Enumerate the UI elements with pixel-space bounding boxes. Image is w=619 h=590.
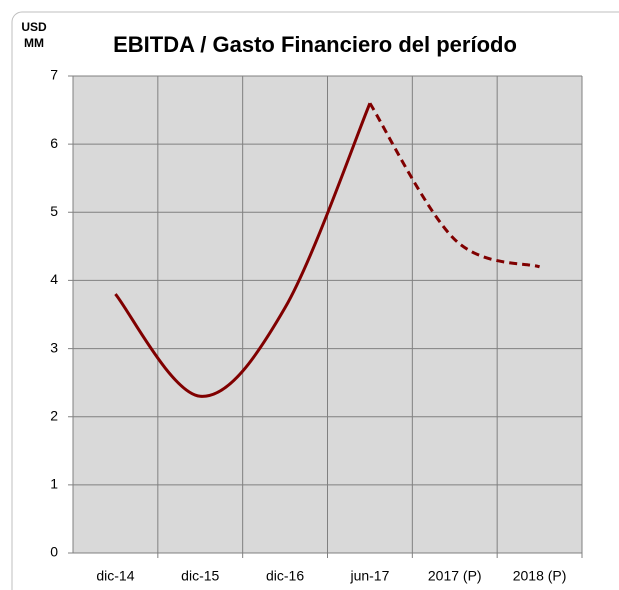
y-tick-label: 1 <box>50 476 58 492</box>
x-tick-label: 2017 (P) <box>428 568 482 584</box>
y-tick-label: 3 <box>50 339 58 355</box>
x-tick-label: dic-15 <box>181 568 219 584</box>
line <box>114 102 372 398</box>
y-tick-label: 2 <box>50 407 58 423</box>
x-tick-label: 2018 (P) <box>513 568 567 584</box>
x-tick-label: dic-16 <box>266 568 304 584</box>
line <box>368 102 541 269</box>
y-tick-label: 6 <box>50 135 58 151</box>
x-tick-label: jun-17 <box>349 568 389 584</box>
x-tick-label: dic-14 <box>96 568 134 584</box>
y-tick-label: 4 <box>50 271 58 287</box>
y-tick-label: 5 <box>50 203 58 219</box>
y-tick-label: 7 <box>50 67 58 83</box>
y-axis-label: USD MM <box>21 20 47 50</box>
y-tick-label: 0 <box>50 544 58 560</box>
chart-title: EBITDA / Gasto Financiero del período <box>113 32 517 57</box>
